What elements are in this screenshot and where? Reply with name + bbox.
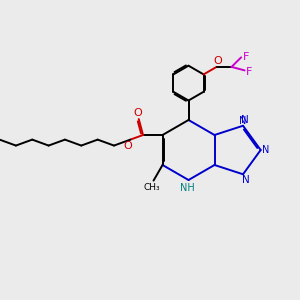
Text: O: O [123, 141, 132, 151]
Text: F: F [246, 67, 253, 77]
Text: N: N [262, 145, 269, 155]
Text: N: N [241, 115, 248, 125]
Text: F: F [243, 52, 249, 62]
Text: CH₃: CH₃ [144, 183, 160, 192]
Text: O: O [214, 56, 223, 67]
Text: N: N [242, 175, 250, 185]
Text: NH: NH [180, 183, 194, 194]
Text: O: O [133, 108, 142, 118]
Text: N: N [239, 116, 247, 126]
